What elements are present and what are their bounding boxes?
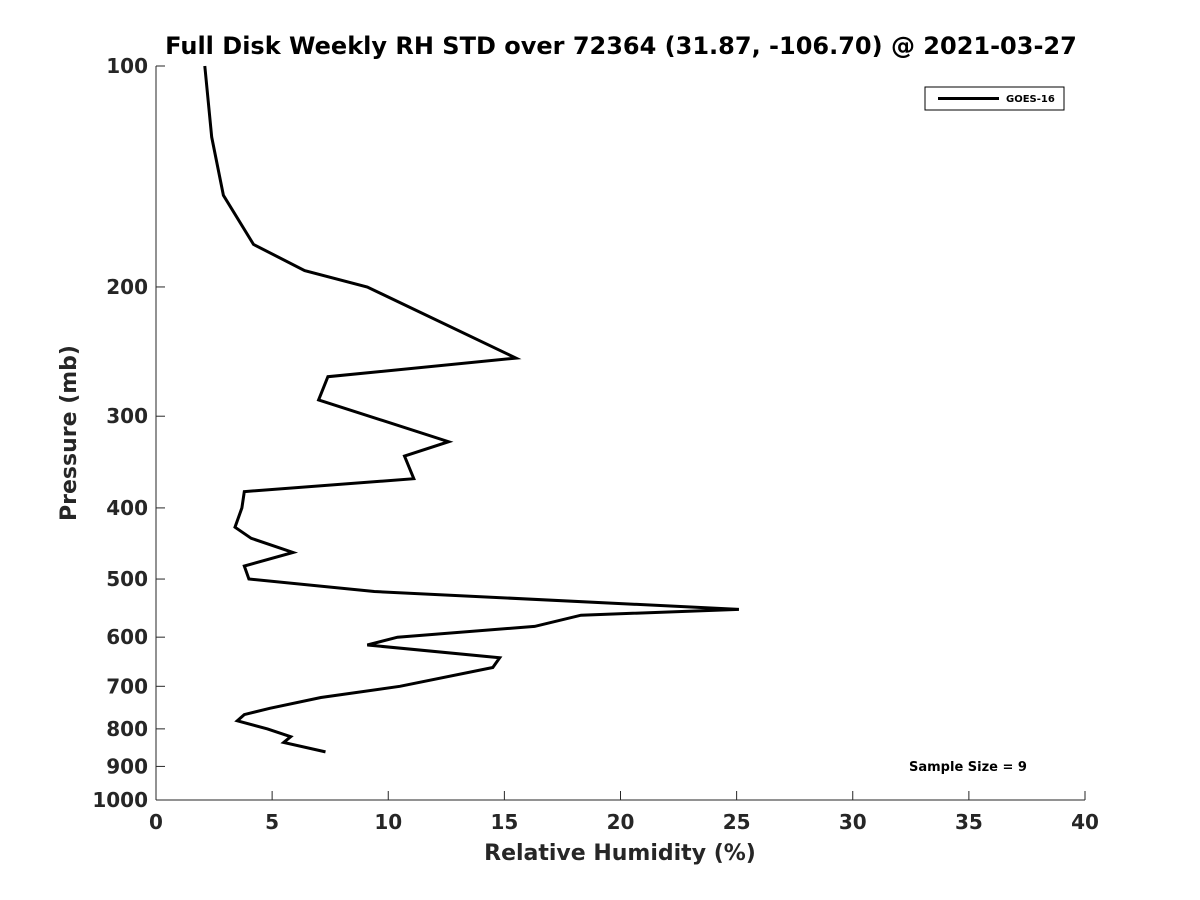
legend: GOES-16 xyxy=(924,86,1065,111)
y-tick-label: 1000 xyxy=(92,788,148,812)
sample-size-annotation: Sample Size = 9 xyxy=(909,760,1027,775)
y-tick-label: 900 xyxy=(106,754,148,778)
y-tick-label: 600 xyxy=(106,625,148,649)
x-tick-label: 0 xyxy=(149,810,163,834)
series-line-goes16 xyxy=(203,65,739,754)
chart-title: Full Disk Weekly RH STD over 72364 (31.8… xyxy=(165,32,1077,60)
x-tick-label: 30 xyxy=(839,810,867,834)
x-tick-label: 15 xyxy=(490,810,518,834)
y-tick-label: 400 xyxy=(106,496,148,520)
y-tick-label: 100 xyxy=(106,54,148,78)
x-tick-label: 5 xyxy=(265,810,279,834)
y-tick-label: 700 xyxy=(106,674,148,698)
x-tick-label: 10 xyxy=(374,810,402,834)
y-axis-label: Pressure (mb) xyxy=(57,345,82,521)
x-tick-label: 20 xyxy=(607,810,635,834)
x-axis-label: Relative Humidity (%) xyxy=(484,841,756,866)
x-axis-ticks: 0 5 10 15 20 25 30 35 40 xyxy=(149,791,1099,834)
x-tick-label: 25 xyxy=(723,810,751,834)
y-tick-label: 200 xyxy=(106,275,148,299)
x-tick-label: 35 xyxy=(955,810,983,834)
x-tick-label: 40 xyxy=(1071,810,1099,834)
y-tick-label: 800 xyxy=(106,717,148,741)
y-axis-ticks: 100 200 300 400 500 600 700 800 900 1000 xyxy=(92,54,165,812)
y-tick-label: 500 xyxy=(106,567,148,591)
legend-label-goes16: GOES-16 xyxy=(1006,94,1055,105)
y-tick-label: 300 xyxy=(106,404,148,428)
